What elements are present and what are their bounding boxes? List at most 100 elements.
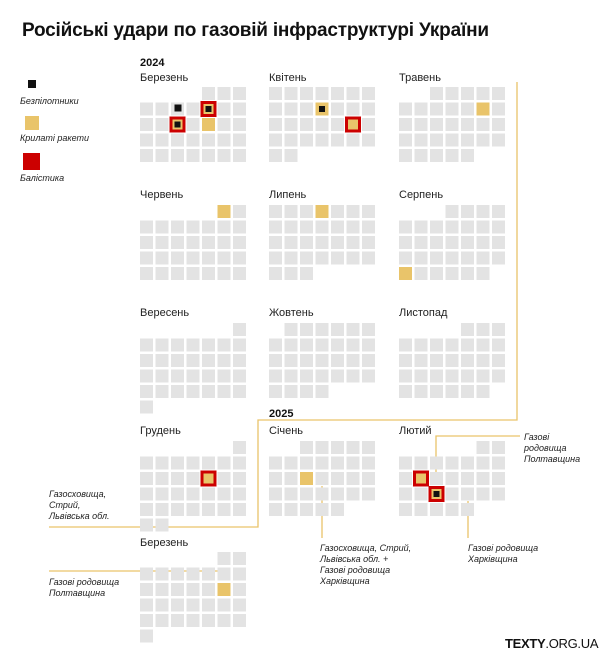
cell-fill [346, 323, 360, 336]
cell-fill [186, 567, 200, 581]
day-cell [414, 102, 428, 116]
cell-fill [399, 369, 412, 383]
day-cell [233, 487, 246, 501]
cell-fill [430, 220, 443, 234]
day-cell [217, 236, 231, 249]
day-cell [233, 552, 246, 565]
cell-fill [233, 456, 246, 470]
cell-fill [492, 472, 505, 485]
cell-fill [140, 518, 153, 532]
day-cell [186, 149, 200, 162]
day-cell [140, 487, 153, 501]
cell-fill [202, 614, 215, 627]
day-cell [217, 251, 231, 265]
day-cell [362, 354, 375, 367]
cell-fill [284, 354, 298, 367]
day-cell [233, 220, 246, 234]
day-cell [362, 487, 375, 501]
day-cell [233, 323, 246, 336]
day-cell [399, 456, 412, 470]
cell-fill [445, 385, 459, 398]
day-cell [492, 369, 505, 383]
legend-swatch-ballistic [23, 153, 40, 170]
day-cell [140, 267, 153, 280]
day-cell [346, 369, 360, 383]
cell-fill [346, 133, 360, 147]
day-cell [362, 338, 375, 352]
day-cell [186, 220, 200, 234]
cruise-mark [202, 118, 215, 131]
cell-fill [269, 369, 282, 383]
cell-fill [300, 236, 313, 249]
cell-fill [284, 236, 298, 249]
day-cell [362, 251, 375, 265]
cell-fill [186, 354, 200, 367]
event-cell [169, 116, 186, 133]
day-cell [414, 385, 428, 398]
cell-fill [155, 133, 169, 147]
day-cell [300, 338, 313, 352]
day-cell [155, 598, 169, 612]
cell-fill [346, 354, 360, 367]
day-cell [445, 102, 459, 116]
cell-fill [269, 354, 282, 367]
cell-fill [461, 149, 474, 162]
cell-fill [492, 338, 505, 352]
cell-fill [171, 385, 184, 398]
cell-fill [414, 267, 428, 280]
cell-fill [140, 385, 153, 398]
cell-fill [399, 133, 412, 147]
day-cell [217, 472, 231, 485]
cell-fill [233, 102, 246, 116]
cell-fill [186, 472, 200, 485]
cell-fill [414, 102, 428, 116]
cell-fill [414, 456, 428, 470]
day-cell [140, 598, 153, 612]
day-cell [233, 369, 246, 383]
day-cell [186, 369, 200, 383]
drone-mark [319, 106, 325, 112]
day-cell [300, 385, 313, 398]
cell-fill [445, 118, 459, 131]
day-cell [492, 323, 505, 336]
day-cell [155, 133, 169, 147]
cell-fill [362, 102, 375, 116]
cell-fill [202, 338, 215, 352]
cell-fill [414, 251, 428, 265]
cell-fill [186, 503, 200, 516]
cell-fill [155, 472, 169, 485]
day-cell [202, 385, 215, 398]
day-cell [414, 487, 428, 501]
cell-fill [492, 118, 505, 131]
cell-fill [331, 472, 344, 485]
day-cell [346, 251, 360, 265]
day-cell [186, 503, 200, 516]
month-label: Грудень [140, 425, 181, 437]
leader-line-dec-2024 [49, 82, 518, 528]
day-cell [171, 267, 184, 280]
day-cell [331, 220, 344, 234]
cell-fill [331, 323, 344, 336]
day-cell [155, 583, 169, 596]
day-cell [315, 323, 329, 336]
cell-fill [492, 456, 505, 470]
cell-fill [362, 236, 375, 249]
cell-fill [331, 236, 344, 249]
cell-fill [315, 503, 329, 516]
cell-fill [300, 456, 313, 470]
day-cell [171, 369, 184, 383]
cell-fill [202, 369, 215, 383]
day-cell [171, 487, 184, 501]
cruise-mark [217, 583, 231, 596]
day-cell [430, 149, 443, 162]
day-cell [269, 369, 282, 383]
day-cell [186, 133, 200, 147]
day-cell [202, 87, 215, 100]
day-cell [140, 149, 153, 162]
cell-fill [300, 118, 313, 131]
day-cell [300, 354, 313, 367]
cell-fill [300, 251, 313, 265]
cell-fill [233, 567, 246, 581]
day-cell [155, 236, 169, 249]
cell-fill [315, 385, 329, 398]
